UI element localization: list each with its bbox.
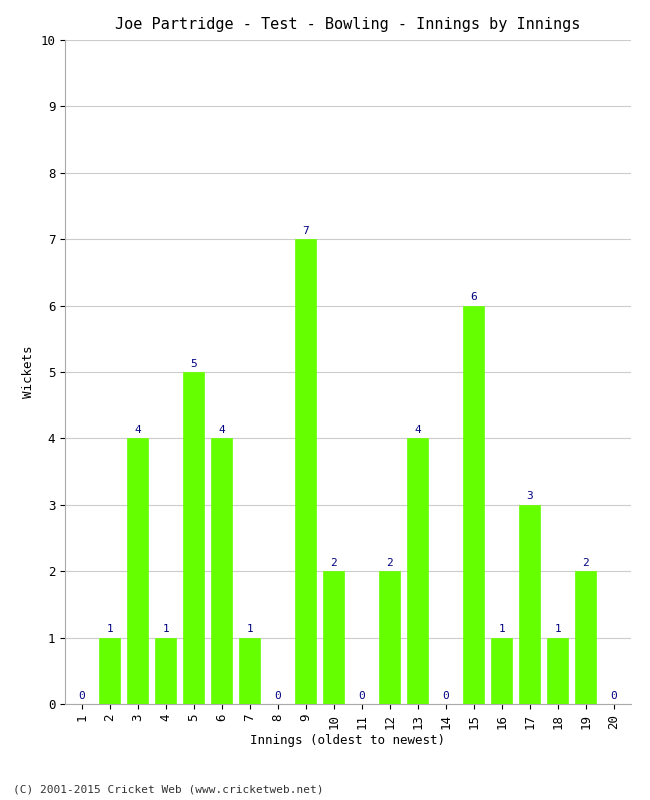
Text: 0: 0 <box>79 690 85 701</box>
Text: 3: 3 <box>526 491 533 502</box>
Text: 4: 4 <box>135 425 141 435</box>
Text: 1: 1 <box>554 624 561 634</box>
Bar <box>547 638 568 704</box>
Bar <box>127 438 148 704</box>
Bar <box>491 638 512 704</box>
Text: 1: 1 <box>162 624 169 634</box>
Bar <box>408 438 428 704</box>
Text: 2: 2 <box>582 558 589 568</box>
Bar <box>463 306 484 704</box>
Text: 5: 5 <box>190 358 197 369</box>
Text: 2: 2 <box>386 558 393 568</box>
Text: 6: 6 <box>471 292 477 302</box>
Text: 0: 0 <box>443 690 449 701</box>
Y-axis label: Wickets: Wickets <box>21 346 34 398</box>
Bar <box>295 239 317 704</box>
Text: 0: 0 <box>358 690 365 701</box>
Text: 1: 1 <box>246 624 253 634</box>
Text: 0: 0 <box>274 690 281 701</box>
Bar <box>323 571 345 704</box>
Text: (C) 2001-2015 Cricket Web (www.cricketweb.net): (C) 2001-2015 Cricket Web (www.cricketwe… <box>13 784 324 794</box>
Bar <box>379 571 400 704</box>
Title: Joe Partridge - Test - Bowling - Innings by Innings: Joe Partridge - Test - Bowling - Innings… <box>115 17 580 32</box>
Bar <box>99 638 120 704</box>
Text: 4: 4 <box>414 425 421 435</box>
Text: 4: 4 <box>218 425 225 435</box>
Bar <box>183 372 204 704</box>
X-axis label: Innings (oldest to newest): Innings (oldest to newest) <box>250 734 445 747</box>
Bar <box>239 638 260 704</box>
Bar <box>211 438 232 704</box>
Text: 1: 1 <box>499 624 505 634</box>
Text: 0: 0 <box>610 690 617 701</box>
Bar <box>519 505 540 704</box>
Text: 2: 2 <box>330 558 337 568</box>
Bar <box>155 638 176 704</box>
Text: 1: 1 <box>107 624 113 634</box>
Text: 7: 7 <box>302 226 309 236</box>
Bar <box>575 571 596 704</box>
